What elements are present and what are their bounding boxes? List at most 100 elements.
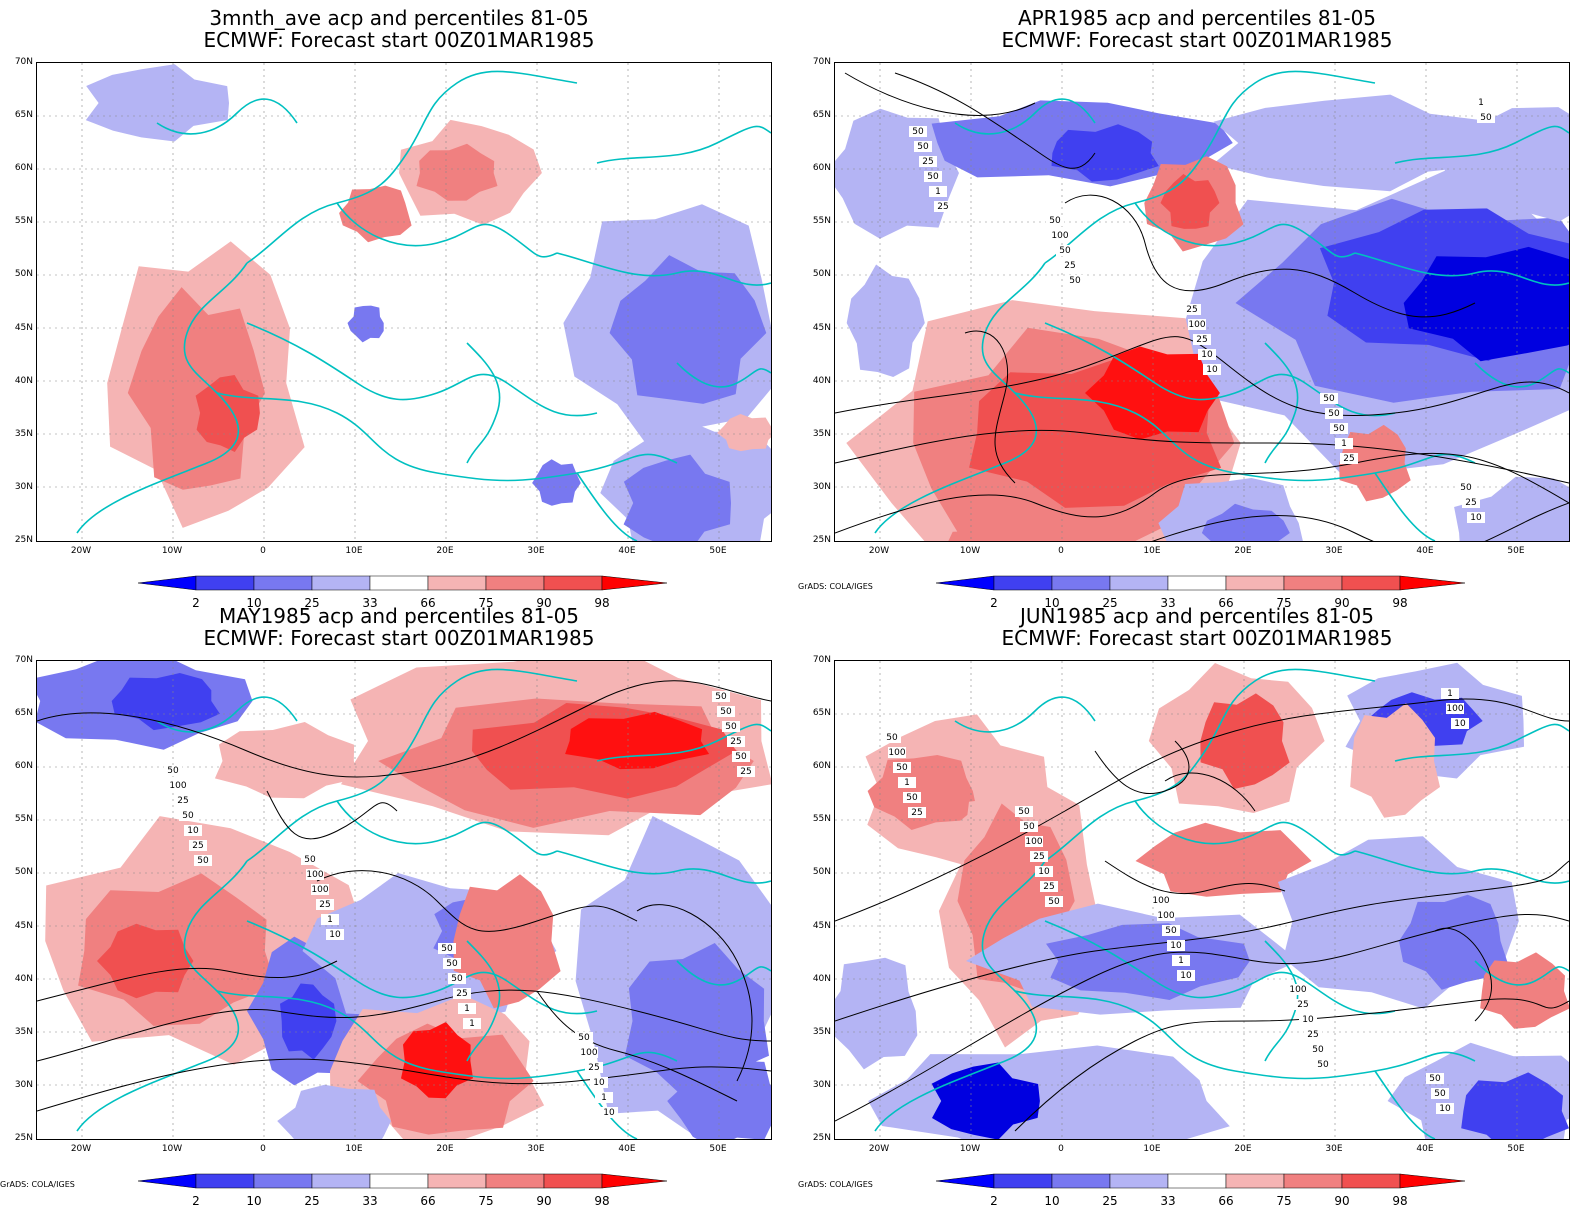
x-axis-tick-label: 0: [1058, 1144, 1064, 1154]
contour-label-bg: [316, 899, 334, 910]
contour-label-bg: [1152, 895, 1170, 906]
contour-label-bg: [1441, 688, 1459, 699]
panel-subtitle: ECMWF: Forecast start 00Z01MAR1985: [1001, 626, 1393, 650]
contour-label: 50: [886, 733, 898, 743]
contour-label-bg: [1320, 393, 1338, 404]
coastline: [1394, 723, 1569, 762]
contour-label: 50: [1434, 1089, 1446, 1099]
contour-label-bg: [306, 869, 324, 880]
legend-tick-label: 2: [192, 1194, 200, 1208]
x-axis-tick-label: 20W: [868, 1144, 890, 1154]
coastline: [216, 392, 678, 482]
coastline: [246, 920, 598, 1015]
coastline: [336, 800, 558, 856]
color-legend: 2 10 25 33 66 75 90 98: [138, 574, 668, 610]
x-axis-tick-label: 40E: [618, 546, 636, 556]
contour-label: 25: [1186, 305, 1197, 315]
contour-label: 10: [1470, 513, 1482, 523]
y-axis-tick-label: 30N: [14, 481, 33, 492]
coastline: [1264, 940, 1299, 1062]
contour-label: 100: [1157, 911, 1174, 921]
y-axis-tick-label: 25N: [14, 1133, 33, 1143]
y-axis-tick-label: 50N: [812, 269, 831, 280]
high-percentile-region: [195, 375, 260, 452]
contour-label: 1: [935, 187, 941, 197]
legend-swatch: [311, 1173, 371, 1189]
contour-line: [1434, 927, 1493, 1022]
map-panel-3mnth: 3mnth_ave acp and percentiles 81-05 ECMW…: [0, 0, 798, 610]
legend-tick-label: 66: [420, 596, 436, 610]
high-percentile-region: [1480, 952, 1569, 1029]
contour-label: 25: [1196, 335, 1207, 345]
contour-label-bg: [184, 825, 202, 836]
low-percentile-region: [1212, 94, 1499, 192]
coastline: [874, 860, 1046, 1132]
legend-tick-label: 2: [192, 596, 200, 610]
legend-swatch: [427, 575, 487, 591]
y-axis-tick-label: 70N: [812, 57, 831, 67]
x-axis-tick-label: 50E: [1507, 1144, 1525, 1154]
contour-label: 10: [1302, 1015, 1314, 1025]
contour-label: 1: [464, 1004, 470, 1014]
y-axis-tick-label: 45N: [14, 322, 33, 333]
coastline: [596, 125, 771, 164]
high-percentile-region: [401, 1022, 473, 1099]
contour-label-bg: [1335, 438, 1353, 449]
x-axis-tick-label: 30E: [1325, 1144, 1343, 1154]
legend-tick-label: 98: [1392, 596, 1408, 610]
contour-label: 50: [1429, 1074, 1441, 1084]
coastline: [556, 850, 771, 884]
x-axis-tick-label: 20W: [868, 546, 890, 556]
panel-subtitle: ECMWF: Forecast start 00Z01MAR1985: [203, 28, 595, 52]
contour-label-bg: [1066, 275, 1084, 286]
y-axis-tick-label: 60N: [14, 163, 33, 174]
x-axis-tick-label: 0: [260, 546, 266, 556]
contour-label: 50: [906, 793, 918, 803]
contour-label-bg: [1193, 334, 1211, 345]
contour-label-bg: [590, 1077, 608, 1088]
contour-label: 10: [1439, 1104, 1451, 1114]
contour-label: 50: [735, 752, 747, 762]
contour-label-bg: [1167, 940, 1185, 951]
x-axis-tick-label: 0: [1058, 546, 1064, 556]
contour-label-bg: [575, 1032, 593, 1043]
y-axis-tick-label: 65N: [14, 708, 33, 719]
legend-tick-label: 90: [536, 596, 552, 610]
legend-swatch: [993, 1173, 1053, 1189]
contour-line: [835, 429, 1569, 484]
contour-label: 10: [329, 930, 341, 940]
legend-tick-label: 25: [1102, 596, 1118, 610]
contour-label: 10: [1170, 941, 1182, 951]
contour-label-bg: [326, 929, 344, 940]
contour-label: 100: [169, 781, 186, 791]
contour-line: [844, 72, 1036, 116]
low-percentile-region: [835, 957, 918, 1070]
coastline: [156, 98, 298, 135]
legend-tick-label: 33: [362, 596, 378, 610]
contour-label-bg: [1426, 1073, 1444, 1084]
contour-line: [835, 336, 1569, 416]
map-panel-apr1985: APR1985 acp and percentiles 81-05 ECMWF:…: [798, 0, 1596, 610]
contour-label-bg: [1045, 896, 1063, 907]
low-percentile-region: [667, 1055, 771, 1139]
legend-tick-label: 90: [1334, 596, 1350, 610]
contour-label-bg: [1030, 851, 1048, 862]
y-axis-tick-label: 50N: [812, 867, 831, 878]
legend-tick-label: 10: [246, 596, 262, 610]
legend-tick-label: 33: [1160, 1194, 1176, 1208]
legend-swatch: [1051, 575, 1111, 591]
panel-title: APR1985 acp and percentiles 81-05: [1017, 6, 1377, 30]
x-axis-tick-label: 20W: [70, 1144, 92, 1154]
legend-tick-label: 66: [1218, 1194, 1234, 1208]
contour-label-bg: [1188, 319, 1206, 330]
contour-label: 100: [580, 1048, 597, 1058]
low-percentile-region: [1201, 503, 1290, 541]
coastline: [1374, 472, 1436, 541]
legend-swatch: [1051, 1173, 1111, 1189]
grads-credit: GrADS: COLA/IGES: [798, 1180, 873, 1189]
contour-label: 1: [1178, 956, 1184, 966]
y-axis-tick-label: 25N: [812, 535, 831, 545]
contour-label: 25: [588, 1063, 599, 1073]
y-axis-tick-label: 40N: [812, 375, 831, 386]
contour-label: 50: [1023, 822, 1035, 832]
